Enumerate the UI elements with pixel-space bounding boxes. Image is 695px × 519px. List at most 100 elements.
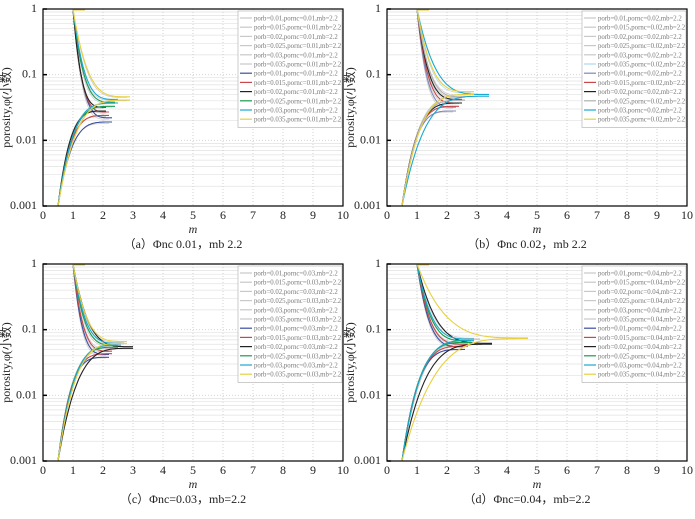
y-tick-label: 0.001	[354, 198, 381, 212]
legend-label: porb=0.03,pornc=0.02,mb=2.2	[598, 108, 682, 115]
x-tick-label: 2	[444, 208, 450, 222]
series-line-lower	[57, 356, 109, 462]
series-line-upper	[72, 263, 112, 352]
legend-label: porb=0.03,pornc=0.01,mb=2.2	[254, 52, 338, 59]
panel-caption: （c）Φnc=0.03，mb=2.2	[120, 492, 246, 506]
x-tick-label: 3	[474, 463, 480, 477]
x-tick-label: 10	[337, 463, 349, 477]
legend-box	[581, 10, 687, 128]
legend-label: porb=0.035,pornc=0.02,mb=2.2	[598, 117, 686, 124]
series-line-upper	[416, 8, 465, 98]
y-tick-label: 1	[31, 256, 37, 270]
legend-label: porb=0.015,pornc=0.01,mb=2.2	[254, 25, 342, 32]
x-tick-label: 5	[190, 208, 196, 222]
x-tick-label: 0	[40, 463, 46, 477]
legend-label: porb=0.025,pornc=0.01,mb=2.2	[254, 98, 342, 105]
x-tick-label: 1	[414, 208, 420, 222]
series-line-lower	[57, 110, 106, 207]
x-tick-label: 10	[681, 463, 693, 477]
axes-frame	[42, 8, 344, 207]
x-tick-label: 6	[220, 463, 226, 477]
y-tick-label: 0.01	[16, 387, 37, 401]
legend-label: porb=0.01,pornc=0.01,mb=2.2	[254, 71, 338, 78]
y-axis-label: porosity,φ(小数)	[0, 67, 13, 147]
legend-label: porb=0.01,pornc=0.02,mb=2.2	[598, 16, 682, 23]
series-line-upper	[72, 263, 109, 355]
legend-label: porb=0.03,pornc=0.03,mb=2.2	[254, 307, 338, 314]
legend-label: porb=0.02,pornc=0.04,mb=2.2	[598, 289, 682, 296]
axes-frame	[386, 263, 688, 462]
series-line-upper	[416, 8, 474, 93]
legend-label: porb=0.015,pornc=0.03,mb=2.2	[254, 280, 342, 287]
series-line-lower	[401, 343, 492, 462]
x-tick-label: 3	[130, 463, 136, 477]
series-line-upper	[416, 263, 474, 340]
x-tick-label: 7	[250, 463, 256, 477]
series-line-lower	[57, 353, 112, 462]
series-line-lower	[57, 347, 133, 462]
series-line-lower	[57, 99, 130, 207]
legend-label: porb=0.025,pornc=0.02,mb=2.2	[598, 43, 686, 50]
x-tick-label: 3	[130, 208, 136, 222]
series-line-upper	[416, 8, 489, 95]
legend-label: porb=0.03,pornc=0.01,mb=2.2	[254, 108, 338, 115]
x-tick-label: 8	[624, 208, 630, 222]
series-line-lower	[57, 102, 118, 207]
chart-panel-b: 0 1 2 3 4 5 6 7 8 9 10 0.001 0.01 0.1 1 porb=0.01,pornc…	[342, 1, 693, 251]
series-line-upper	[72, 8, 127, 98]
x-tick-label: 0	[40, 208, 46, 222]
series-line-upper	[416, 8, 453, 109]
legend: porb=0.01,pornc=0.03,mb=2.2 porb=0.015,po…	[237, 265, 343, 383]
y-tick-label: 0.001	[10, 198, 37, 212]
y-axis-label: porosity,φ(小数)	[0, 322, 13, 402]
legend-label: porb=0.035,pornc=0.03,mb=2.2	[254, 317, 342, 324]
legend-label: porb=0.02,pornc=0.02,mb=2.2	[598, 34, 682, 41]
series-line-upper	[72, 263, 115, 347]
legend-label: porb=0.025,pornc=0.04,mb=2.2	[598, 298, 686, 305]
x-tick-label: 1	[70, 208, 76, 222]
y-axis-label: porosity,φ(小数)	[342, 322, 357, 402]
x-tick-label: 1	[70, 463, 76, 477]
series-line-upper	[416, 8, 471, 94]
x-tick-label: 5	[534, 208, 540, 222]
legend: porb=0.01,pornc=0.01,mb=2.2 porb=0.015,po…	[237, 10, 343, 128]
x-tick-label: 7	[594, 208, 600, 222]
legend-label: porb=0.03,pornc=0.04,mb=2.2	[598, 363, 682, 370]
series-line-lower	[401, 102, 462, 207]
legend-label: porb=0.025,pornc=0.02,mb=2.2	[598, 98, 686, 105]
series-line-lower	[401, 111, 453, 207]
series-line-lower	[401, 340, 474, 462]
x-tick-label: 9	[654, 208, 660, 222]
x-tick-label: 6	[220, 208, 226, 222]
legend: porb=0.01,pornc=0.04,mb=2.2 porb=0.015,po…	[581, 265, 687, 383]
panel-caption: （a）Φnc 0.01，mb 2.2	[124, 237, 243, 251]
legend-label: porb=0.025,pornc=0.03,mb=2.2	[254, 298, 342, 305]
series-line-lower	[401, 95, 489, 207]
y-tick-label: 0.1	[22, 322, 37, 336]
x-tick-label: 0	[384, 208, 390, 222]
y-tick-label: 1	[375, 1, 381, 15]
legend-label: porb=0.025,pornc=0.03,mb=2.2	[254, 353, 342, 360]
legend-label: porb=0.035,pornc=0.02,mb=2.2	[598, 62, 686, 69]
series-line-upper	[72, 8, 115, 103]
legend-label: porb=0.035,pornc=0.01,mb=2.2	[254, 117, 342, 124]
x-tick-label: 7	[250, 208, 256, 222]
legend-label: porb=0.035,pornc=0.01,mb=2.2	[254, 62, 342, 69]
legend-label: porb=0.01,pornc=0.01,mb=2.2	[254, 16, 338, 23]
x-tick-label: 2	[100, 208, 106, 222]
chart-panel-d: 0 1 2 3 4 5 6 7 8 9 10 0.001 0.01 0.1 1 porb=0.01,pornc…	[342, 256, 693, 506]
x-tick-label: 6	[564, 208, 570, 222]
x-axis-label: m	[533, 222, 542, 236]
x-tick-label: 9	[310, 463, 316, 477]
series-line-lower	[57, 105, 115, 207]
series-line-lower	[401, 93, 474, 207]
series-line-lower	[401, 99, 465, 207]
x-axis-label: m	[533, 477, 542, 491]
axes-frame	[386, 8, 688, 207]
legend-box	[237, 265, 343, 383]
legend-box	[237, 10, 343, 128]
x-tick-label: 4	[504, 463, 510, 477]
x-tick-label: 1	[414, 463, 420, 477]
panel-caption: （b）Φnc 0.02，mb 2.2	[467, 237, 586, 251]
legend-box	[581, 265, 687, 383]
